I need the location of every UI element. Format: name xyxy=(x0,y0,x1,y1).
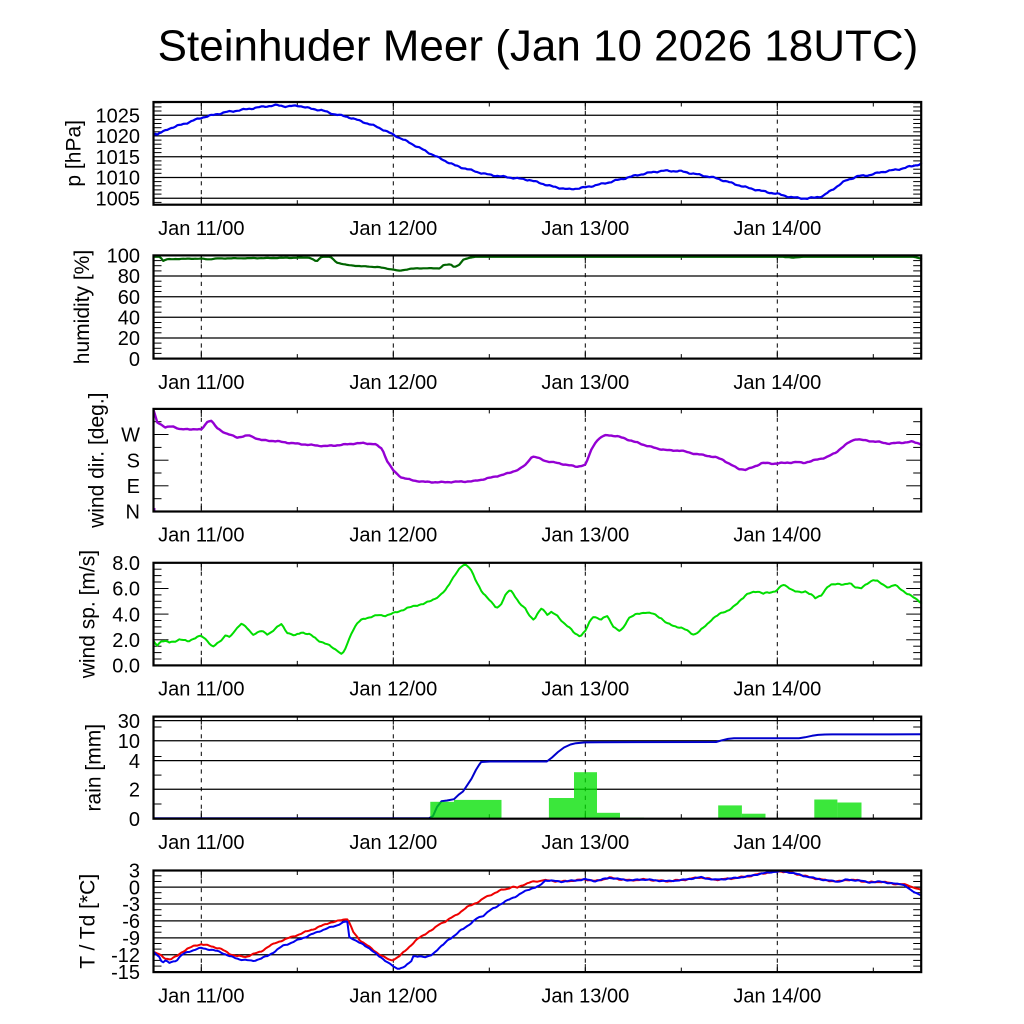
svg-text:Jan 14/00: Jan 14/00 xyxy=(733,832,821,854)
svg-text:0: 0 xyxy=(129,349,140,371)
svg-text:N: N xyxy=(126,502,140,524)
svg-text:Jan 14/00: Jan 14/00 xyxy=(733,372,821,394)
svg-text:Jan 12/00: Jan 12/00 xyxy=(349,525,437,547)
svg-text:40: 40 xyxy=(118,308,140,330)
svg-text:Jan 12/00: Jan 12/00 xyxy=(349,679,437,701)
svg-text:30: 30 xyxy=(118,711,140,733)
svg-text:4: 4 xyxy=(129,751,140,773)
svg-text:60: 60 xyxy=(118,287,140,309)
svg-text:Steinhuder Meer (Jan 10 2026 1: Steinhuder Meer (Jan 10 2026 18UTC) xyxy=(158,22,919,71)
svg-text:Jan 14/00: Jan 14/00 xyxy=(733,525,821,547)
svg-text:Jan 11/00: Jan 11/00 xyxy=(158,525,244,547)
svg-text:1025: 1025 xyxy=(96,105,141,127)
svg-text:Jan 13/00: Jan 13/00 xyxy=(541,218,629,240)
svg-text:10: 10 xyxy=(118,731,140,753)
svg-text:2: 2 xyxy=(129,780,140,802)
svg-text:1020: 1020 xyxy=(96,126,141,148)
svg-text:8.0: 8.0 xyxy=(112,553,140,575)
svg-text:Jan 11/00: Jan 11/00 xyxy=(158,832,244,854)
svg-text:3: 3 xyxy=(129,860,140,882)
svg-text:Jan 13/00: Jan 13/00 xyxy=(541,679,629,701)
svg-text:Jan 13/00: Jan 13/00 xyxy=(541,372,629,394)
svg-text:0: 0 xyxy=(129,809,140,831)
svg-text:0: 0 xyxy=(129,877,140,899)
svg-text:Jan 14/00: Jan 14/00 xyxy=(733,218,821,240)
svg-text:4.0: 4.0 xyxy=(112,604,140,626)
svg-text:1010: 1010 xyxy=(96,168,141,190)
svg-text:Jan 13/00: Jan 13/00 xyxy=(541,985,629,1007)
svg-text:T / Td [*C]: T / Td [*C] xyxy=(77,874,100,969)
svg-text:2.0: 2.0 xyxy=(112,630,140,652)
svg-text:humidity [%]: humidity [%] xyxy=(71,250,94,364)
svg-text:Jan 12/00: Jan 12/00 xyxy=(349,985,437,1007)
svg-text:Jan 12/00: Jan 12/00 xyxy=(349,218,437,240)
svg-text:W: W xyxy=(121,425,140,447)
svg-text:S: S xyxy=(127,450,140,472)
svg-text:Jan 12/00: Jan 12/00 xyxy=(349,372,437,394)
svg-text:-3: -3 xyxy=(122,894,140,916)
svg-text:rain [mm]: rain [mm] xyxy=(83,724,106,812)
svg-text:-9: -9 xyxy=(122,928,140,950)
svg-text:wind sp. [m/s]: wind sp. [m/s] xyxy=(77,550,100,679)
svg-text:100: 100 xyxy=(107,246,140,268)
svg-text:wind dir. [deg.]: wind dir. [deg.] xyxy=(86,392,109,528)
svg-text:1015: 1015 xyxy=(96,147,141,169)
svg-text:-6: -6 xyxy=(122,911,140,933)
svg-text:E: E xyxy=(127,476,140,498)
svg-text:Jan 14/00: Jan 14/00 xyxy=(733,985,821,1007)
svg-text:6.0: 6.0 xyxy=(112,579,140,601)
svg-text:Jan 12/00: Jan 12/00 xyxy=(349,832,437,854)
svg-text:80: 80 xyxy=(118,266,140,288)
svg-text:Jan 13/00: Jan 13/00 xyxy=(541,525,629,547)
svg-text:p [hPa]: p [hPa] xyxy=(63,120,86,187)
svg-text:Jan 14/00: Jan 14/00 xyxy=(733,679,821,701)
svg-text:Jan 11/00: Jan 11/00 xyxy=(158,372,244,394)
svg-text:1005: 1005 xyxy=(96,188,141,210)
svg-text:Jan 11/00: Jan 11/00 xyxy=(158,218,244,240)
svg-text:Jan 11/00: Jan 11/00 xyxy=(158,679,244,701)
svg-text:0.0: 0.0 xyxy=(112,656,140,678)
svg-text:Jan 13/00: Jan 13/00 xyxy=(541,832,629,854)
svg-text:-15: -15 xyxy=(111,962,140,984)
svg-text:Jan 11/00: Jan 11/00 xyxy=(158,985,244,1007)
svg-text:-12: -12 xyxy=(111,945,140,967)
svg-text:20: 20 xyxy=(118,328,140,350)
